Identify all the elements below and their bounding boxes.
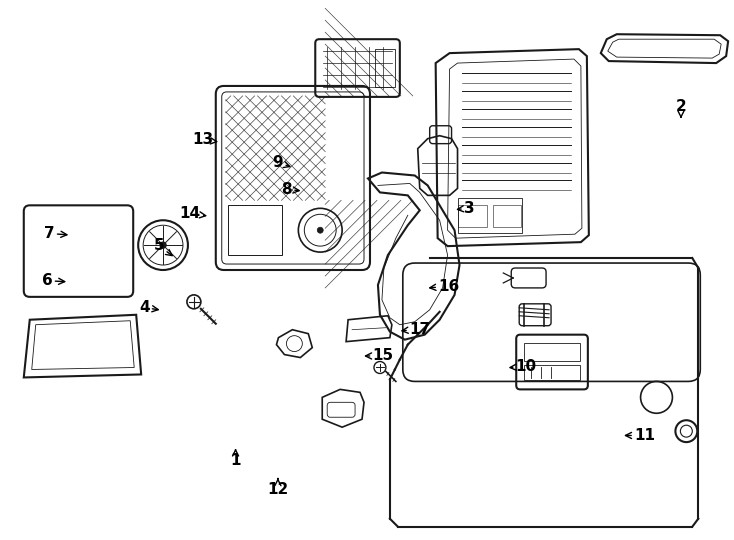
Text: 12: 12: [267, 479, 288, 497]
Bar: [524, 342, 580, 361]
Bar: [457, 205, 487, 227]
Bar: [457, 198, 522, 233]
Text: 9: 9: [272, 155, 290, 170]
Text: 16: 16: [429, 279, 459, 294]
Text: 6: 6: [42, 273, 65, 288]
Text: 3: 3: [457, 201, 475, 215]
Text: 14: 14: [180, 206, 206, 221]
Bar: [375, 49, 395, 87]
Bar: [493, 205, 521, 227]
Circle shape: [160, 242, 166, 248]
Text: 5: 5: [153, 238, 172, 255]
Text: 7: 7: [44, 226, 67, 241]
Text: 15: 15: [366, 348, 393, 363]
Text: 11: 11: [625, 428, 655, 443]
Bar: [228, 205, 283, 255]
Bar: [226, 96, 325, 200]
Text: 4: 4: [139, 300, 159, 315]
Text: 13: 13: [192, 132, 217, 147]
Text: 8: 8: [281, 182, 299, 197]
Bar: [524, 364, 580, 380]
Circle shape: [317, 227, 323, 233]
Text: 2: 2: [675, 99, 686, 117]
Text: 17: 17: [402, 322, 430, 336]
Text: 1: 1: [230, 450, 241, 468]
Text: 10: 10: [510, 359, 537, 374]
